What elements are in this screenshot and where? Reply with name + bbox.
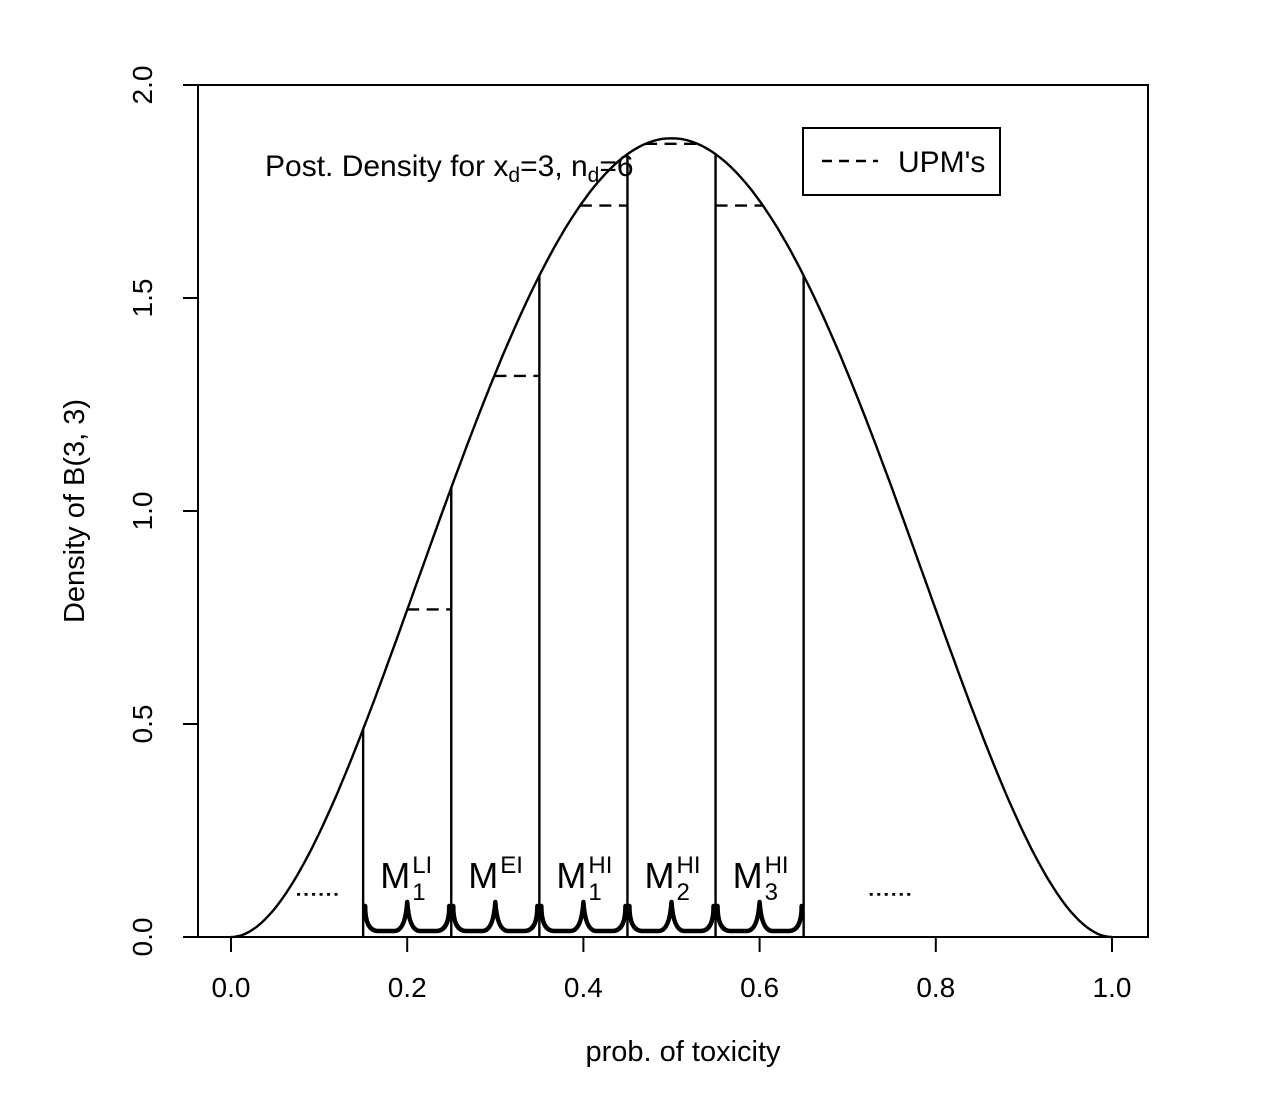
interval-label-superscript: HI bbox=[588, 852, 612, 879]
interval-brace bbox=[627, 899, 716, 934]
density-curve bbox=[230, 137, 1113, 939]
interval-label-subscript: 2 bbox=[677, 879, 690, 906]
plot-title: Post. Density for xd=3, nd=6 bbox=[265, 150, 634, 187]
interval-brace bbox=[362, 899, 452, 934]
x-tick-label: 0.4 bbox=[564, 972, 603, 1003]
plot-title-subscript: d bbox=[508, 164, 520, 187]
plot-title-text: =6 bbox=[599, 150, 633, 183]
plot-border bbox=[197, 84, 1149, 938]
plot-title-subscript: d bbox=[588, 164, 600, 187]
legend-label: UPM's bbox=[898, 146, 985, 179]
interval-boundary-lines bbox=[361, 154, 805, 937]
plot-title-text: =3, n bbox=[520, 150, 588, 183]
interval-brace bbox=[451, 899, 540, 934]
plot-title-text: Post. Density for x bbox=[265, 150, 508, 183]
interval-label-subscript: 1 bbox=[412, 879, 425, 906]
interval-label-base: M bbox=[468, 855, 498, 896]
legend: UPM's bbox=[802, 127, 1001, 196]
x-axis-label: prob. of toxicity bbox=[585, 1036, 781, 1068]
y-axis-ticks: 0.0 0.5 1.0 1.5 2.0 bbox=[127, 66, 198, 957]
x-tick-label: 0.6 bbox=[740, 972, 779, 1003]
interval-label-base: M bbox=[645, 855, 675, 896]
y-tick-label: 0.5 bbox=[127, 705, 158, 744]
interval-label-base: M bbox=[733, 855, 763, 896]
interval-label-superscript: EI bbox=[500, 852, 523, 879]
x-tick-label: 0.0 bbox=[212, 972, 251, 1003]
x-tick-label: 0.8 bbox=[916, 972, 955, 1003]
y-tick-label: 2.0 bbox=[127, 66, 158, 105]
y-tick-label: 0.0 bbox=[127, 918, 158, 957]
interval-label-base: M bbox=[556, 855, 586, 896]
legend-box bbox=[802, 127, 1001, 196]
interval-brace bbox=[539, 899, 628, 934]
interval-label-subscript: 1 bbox=[588, 879, 601, 906]
interval-label-superscript: LI bbox=[412, 852, 432, 879]
y-tick-label: 1.5 bbox=[127, 279, 158, 318]
interval-labels: M LI1 M EI M HI1 M HI2 M HI3 bbox=[380, 852, 788, 906]
x-axis-ticks: 0.0 0.2 0.4 0.6 0.8 1.0 bbox=[212, 937, 1132, 1003]
interval-label-base: M bbox=[380, 855, 410, 896]
x-tick-label: 1.0 bbox=[1093, 972, 1132, 1003]
y-axis-label: Density of B(3, 3) bbox=[59, 399, 91, 623]
x-tick-label: 0.2 bbox=[388, 972, 427, 1003]
y-tick-label: 1.0 bbox=[127, 492, 158, 531]
interval-brace bbox=[715, 899, 804, 934]
interval-label-subscript: 3 bbox=[765, 879, 778, 906]
interval-label-superscript: HI bbox=[677, 852, 701, 879]
interval-braces bbox=[362, 899, 804, 934]
upm-dashed-segments bbox=[407, 142, 764, 611]
interval-label-superscript: HI bbox=[765, 852, 789, 879]
